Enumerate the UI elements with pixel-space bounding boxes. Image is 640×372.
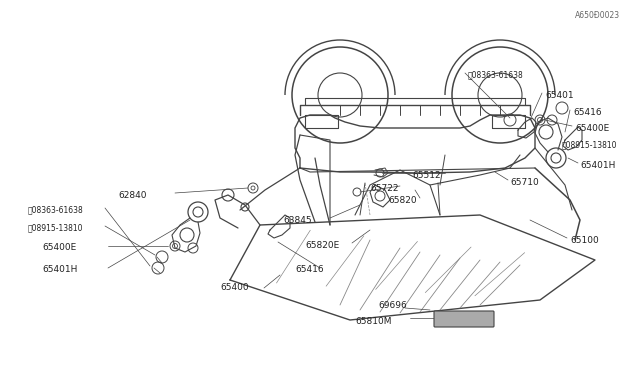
Text: 65810M: 65810M — [355, 317, 392, 327]
Text: 63845: 63845 — [283, 215, 312, 224]
Text: 65100: 65100 — [570, 235, 599, 244]
Text: 65416: 65416 — [573, 108, 602, 116]
FancyBboxPatch shape — [434, 311, 494, 327]
Text: 65512: 65512 — [412, 170, 440, 180]
Text: 65401H: 65401H — [580, 160, 616, 170]
Text: 62840: 62840 — [118, 190, 147, 199]
Text: Ⓥ08915-13810: Ⓥ08915-13810 — [562, 141, 618, 150]
Text: A650Ð0023: A650Ð0023 — [575, 10, 620, 19]
Text: 65400E: 65400E — [575, 124, 609, 132]
Text: 65401H: 65401H — [42, 266, 77, 275]
Text: 65401: 65401 — [545, 90, 573, 99]
Text: Ⓝ08363-61638: Ⓝ08363-61638 — [468, 71, 524, 80]
Text: 65416: 65416 — [295, 266, 324, 275]
Text: 69696: 69696 — [378, 301, 407, 311]
Text: 65820E: 65820E — [305, 241, 339, 250]
Text: 65710: 65710 — [510, 177, 539, 186]
Text: 65400: 65400 — [220, 283, 248, 292]
Text: 65820: 65820 — [388, 196, 417, 205]
Text: 65400E: 65400E — [42, 244, 76, 253]
Text: Ⓝ08363-61638: Ⓝ08363-61638 — [28, 205, 84, 215]
Text: 65722: 65722 — [370, 183, 399, 192]
Text: Ⓥ08915-13810: Ⓥ08915-13810 — [28, 224, 83, 232]
